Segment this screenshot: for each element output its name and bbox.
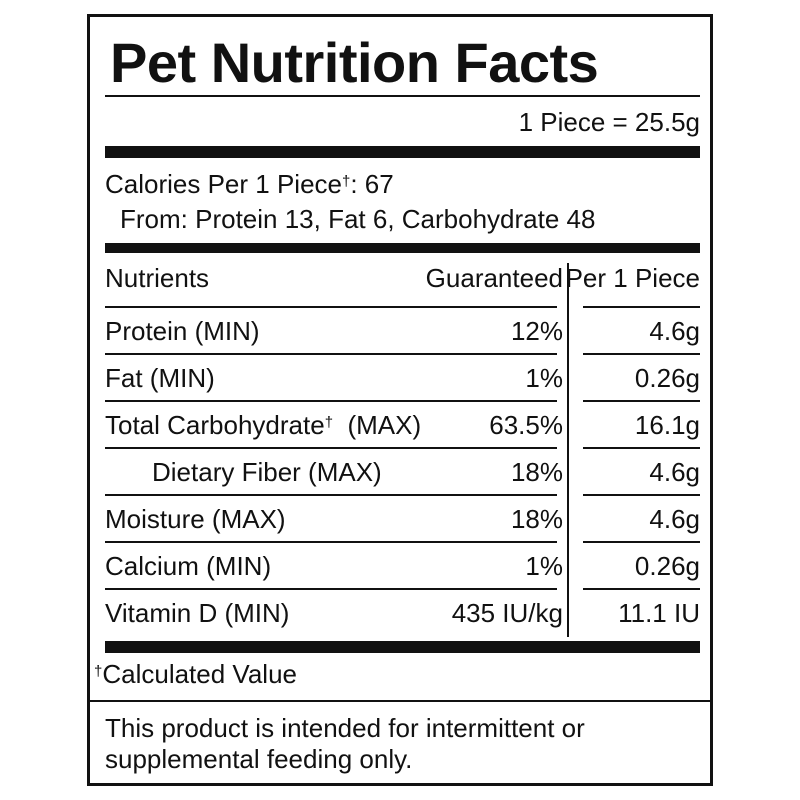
nutrient: Fat (MIN) bbox=[105, 363, 215, 393]
nutrient-name: Calcium (MIN) bbox=[105, 551, 272, 581]
rule bbox=[567, 263, 569, 637]
nutrient-name: Protein (MIN) bbox=[105, 316, 260, 346]
rule bbox=[105, 306, 557, 308]
guaranteed: 18% bbox=[510, 457, 563, 487]
guaranteed: 1% bbox=[525, 551, 563, 581]
guaranteed: 12% bbox=[510, 316, 563, 346]
rule bbox=[90, 700, 710, 702]
rule bbox=[105, 494, 557, 496]
per-piece: 11.1 IU bbox=[618, 598, 700, 628]
dagger: † bbox=[342, 173, 351, 190]
guaranteed: 1% bbox=[525, 363, 563, 393]
rule bbox=[105, 353, 557, 355]
nutrient: Total Carbohydrate† (MAX) bbox=[105, 410, 421, 440]
rule bbox=[105, 541, 557, 543]
header-cell: Guaranteed bbox=[425, 263, 563, 293]
nutrition-label: Pet Nutrition Facts 1 Piece = 25.5g Calori… bbox=[87, 14, 713, 786]
rule bbox=[105, 400, 557, 402]
nutrient: Moisture (MAX) bbox=[105, 504, 286, 534]
nutrient-name: Total Carbohydrate bbox=[105, 410, 325, 440]
rule bbox=[583, 494, 700, 496]
guaranteed: 435 IU/kg bbox=[451, 598, 563, 628]
header-cell: Nutrients bbox=[105, 263, 210, 293]
rule bbox=[583, 447, 700, 449]
nutrient: Dietary Fiber (MAX) bbox=[152, 457, 382, 487]
rule bbox=[583, 541, 700, 543]
rule bbox=[583, 306, 700, 308]
title: Pet Nutrition Facts bbox=[110, 31, 599, 94]
nutrient-name: Fat (MIN) bbox=[105, 363, 215, 393]
serving: 1 Piece = 25.5g bbox=[518, 107, 700, 137]
per-piece: 4.6g bbox=[649, 316, 700, 346]
per-piece: 0.26g bbox=[634, 551, 700, 581]
nutrient-name: Dietary Fiber (MAX) bbox=[152, 457, 382, 487]
guaranteed: 63.5% bbox=[489, 410, 563, 440]
per-piece: 16.1g bbox=[634, 410, 700, 440]
footnote: †Calculated Value bbox=[94, 659, 297, 689]
nutrient: Calcium (MIN) bbox=[105, 551, 271, 581]
rule bbox=[105, 146, 700, 158]
calories-value: : 67 bbox=[350, 169, 394, 199]
dagger: † bbox=[324, 414, 334, 431]
header-cell: Per 1 Piece bbox=[565, 263, 700, 293]
nutrient: Protein (MIN) bbox=[105, 316, 260, 346]
rule bbox=[583, 353, 700, 355]
guaranteed: 18% bbox=[510, 504, 563, 534]
rule bbox=[105, 447, 557, 449]
per-piece: 4.6g bbox=[649, 504, 700, 534]
dagger: † bbox=[94, 663, 103, 680]
qualifier: (MAX) bbox=[347, 410, 422, 440]
rule bbox=[105, 243, 700, 253]
rule bbox=[105, 588, 557, 590]
nutrient: Vitamin D (MIN) bbox=[105, 598, 289, 628]
calories: Calories Per 1 Piece†: 67 bbox=[105, 169, 394, 199]
feeding-note: This product is intended for intermitten… bbox=[105, 713, 585, 774]
per-piece: 4.6g bbox=[649, 457, 700, 487]
nutrient-name: Vitamin D (MIN) bbox=[105, 598, 290, 628]
rule bbox=[583, 588, 700, 590]
rule bbox=[105, 641, 700, 653]
nutrient-name: Moisture (MAX) bbox=[105, 504, 286, 534]
calories-label: Calories Per 1 Piece bbox=[105, 169, 342, 199]
calories-from: From: Protein 13, Fat 6, Carbohydrate 48 bbox=[120, 204, 596, 234]
footnote-text: Calculated Value bbox=[102, 659, 297, 689]
rule bbox=[105, 95, 700, 97]
rule bbox=[583, 400, 700, 402]
per-piece: 0.26g bbox=[634, 363, 700, 393]
